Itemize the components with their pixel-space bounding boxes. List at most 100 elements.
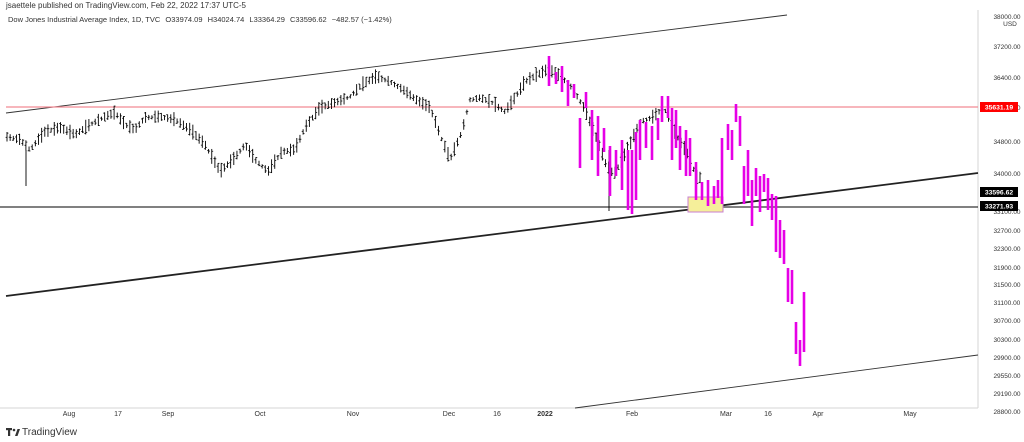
y-tick-label: 29190.00 [993,391,1020,398]
ohlc-bar [320,99,324,114]
ohlc-bar [273,154,277,169]
ohlc-bar [15,134,18,144]
ohlc-bar [418,96,422,107]
ohlc-bar [645,117,648,122]
ohlc-bar [238,148,242,154]
ohlc-bar [578,99,582,105]
ohlc-bar [229,154,233,169]
ohlc-bar [424,99,428,112]
ohlc-bar [411,94,415,102]
price-label-box [980,187,1018,197]
y-tick-label: 28800.00 [993,409,1020,416]
ohlc-bar [27,146,31,152]
ohlc-bar [380,75,384,83]
ohlc-bar [361,76,365,92]
legend-low: L33364.29 [249,15,285,24]
ohlc-bar [43,126,47,137]
y-tick-label: 32300.00 [993,246,1020,253]
ohlc-bar [481,94,485,103]
ohlc-bar [487,93,491,108]
x-tick-label: Mar [720,411,733,418]
ohlc-bar [345,95,349,100]
ohlc-bar [112,105,116,120]
ohlc-bar [339,94,343,106]
ohlc-bar [144,111,147,123]
ohlc-bar [68,124,72,140]
ohlc-bar [87,119,91,132]
ohlc-bar [197,133,201,144]
ohlc-bar [24,140,28,151]
ohlc-bar [544,64,548,77]
ohlc-bar [96,113,100,126]
ohlc-bar [65,126,69,136]
ohlc-bar [443,140,447,153]
ohlc-bar [358,83,362,90]
ohlc-bar [484,97,488,103]
ohlc-bar [437,125,440,136]
ohlc-bar [52,121,56,136]
ohlc-bar [698,171,702,184]
ohlc-bar [342,93,346,105]
y-tick-label: 31900.00 [993,265,1020,272]
ohlc-bar [692,166,696,172]
projection-bars [547,56,806,366]
footer-bar: TradingView [0,424,1024,442]
ohlc-bar [260,164,264,169]
ohlc-bar [399,83,403,93]
tradingview-logo-icon [6,428,20,436]
ohlc-bar [267,166,270,176]
ohlc-bar [654,107,658,121]
ohlc-bar [109,109,113,119]
ohlc-bar [150,115,154,120]
ohlc-bar [474,95,478,102]
ohlc-bar [78,128,81,136]
price-label-text: 33271.93 [985,204,1014,211]
ohlc-bar [71,128,75,139]
ohlc-bar [563,77,566,84]
ohlc-bar [301,129,305,135]
ohlc-bar [295,138,299,153]
x-tick-label: 16 [764,411,772,418]
price-label-text: 35631.19 [985,105,1014,112]
publisher-bar: jsaettele published on TradingView.com, … [0,0,1024,10]
ohlc-bar [490,100,494,105]
ohlc-bar [119,113,122,125]
ohlc-bar [49,127,53,133]
ohlc-bar [125,122,129,129]
ohlc-bar [308,116,311,127]
ohlc-bar [651,109,655,124]
ohlc-bar [355,84,359,96]
ohlc-bar [550,65,554,78]
y-tick-label: 37200.00 [993,44,1020,51]
ohlc-bar [500,106,503,113]
ohlc-bar [497,103,500,111]
price-chart[interactable]: 38000.0037200.0036400.0035600.0034800.00… [0,0,1024,424]
ohlc-bar [364,76,368,88]
ohlc-bar [122,116,125,130]
ohlc-bar [367,76,371,85]
ohlc-bar [459,132,462,138]
y-tick-label: 31500.00 [993,282,1020,289]
ohlc-bar [512,92,516,105]
ohlc-bar [232,151,236,166]
y-tick-label: 29550.00 [993,373,1020,380]
ohlc-bar [541,65,544,79]
y-tick-label: 36400.00 [993,75,1020,82]
ohlc-bar [285,148,289,154]
legend-high: H34024.74 [207,15,245,24]
ohlc-bar [279,146,283,159]
ohlc-bar [188,122,192,136]
ohlc-bar [531,73,535,81]
ohlc-bar [81,126,84,134]
ohlc-bar [276,155,280,161]
ohlc-bar [163,115,166,121]
ohlc-bar [440,136,444,142]
ohlc-bar [153,110,157,123]
ohlc-bar [323,102,327,110]
ohlc-bar [525,77,529,84]
ohlc-bar [21,139,25,146]
ohlc-bar [40,127,44,143]
ohlc-bar [241,143,245,151]
ohlc-bar [207,148,210,154]
ohlc-bar [386,75,390,86]
